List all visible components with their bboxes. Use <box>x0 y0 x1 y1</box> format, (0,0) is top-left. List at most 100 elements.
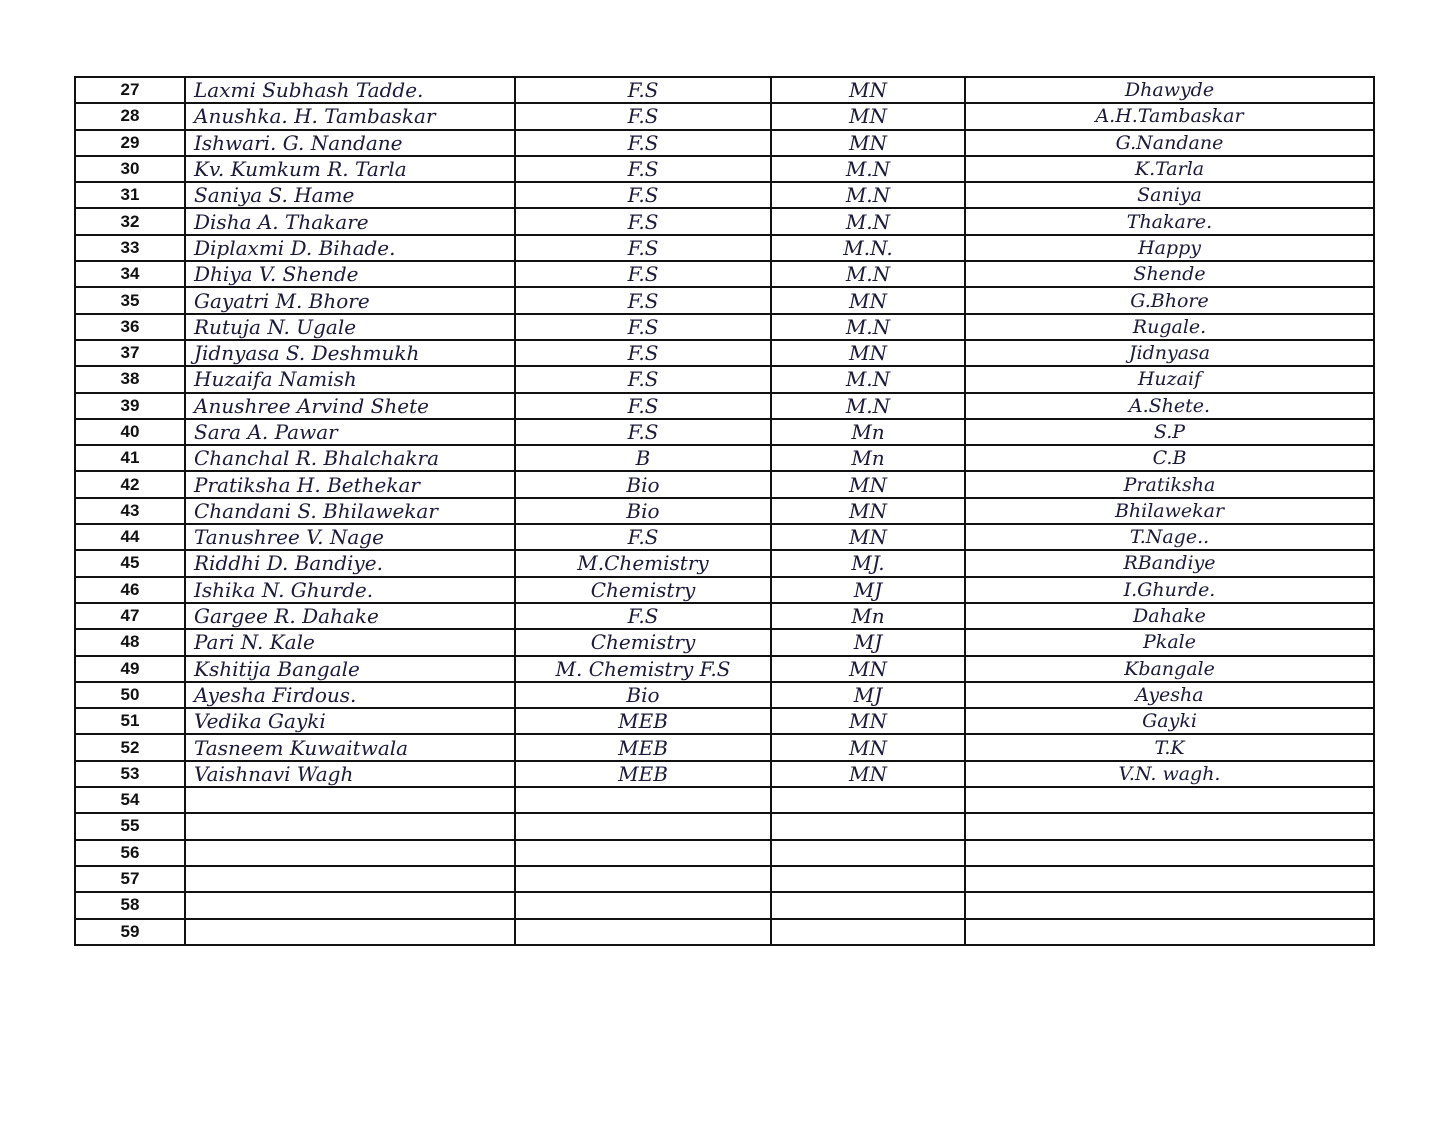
row-number: 37 <box>74 338 186 368</box>
table-row: 44 Tanushree V. Nage F.S MN T.Nage.. <box>74 523 1375 552</box>
table-row: 58 <box>74 891 1375 920</box>
class: MJ. <box>770 549 966 578</box>
student-name: Laxmi Subhash Tadde. <box>184 75 516 105</box>
class: MN <box>770 470 966 499</box>
student-name: Huzaifa Namish <box>184 365 516 394</box>
table-row: 43 Chandani S. Bhilawekar Bio MN Bhilawekar <box>74 496 1375 526</box>
table-row: 57 <box>74 864 1375 894</box>
row-number: 40 <box>74 417 186 447</box>
student-name: Jidnyasa S. Deshmukh <box>184 338 516 368</box>
student-name: Gargee R. Dahake <box>184 601 516 631</box>
table-row: 55 <box>74 812 1375 841</box>
table-row: 47 Gargee R. Dahake F.S Mn Dahake <box>74 601 1375 631</box>
table-row: 30 Kv. Kumkum R. Tarla F.S M.N K.Tarla <box>74 154 1375 184</box>
class: Mn <box>770 444 966 473</box>
row-number: 38 <box>74 365 186 394</box>
student-name: Rutuja N. Ugale <box>184 312 516 341</box>
class: M.N <box>770 207 966 236</box>
table-row: 27 Laxmi Subhash Tadde. F.S MN Dhawyde <box>74 75 1375 105</box>
row-number: 39 <box>74 391 186 420</box>
row-number: 44 <box>74 523 186 552</box>
subject: F.S <box>514 207 772 236</box>
signature: Gayki <box>964 707 1375 736</box>
subject: F.S <box>514 154 772 184</box>
subject: Chemistry <box>514 575 772 604</box>
row-number: 51 <box>74 707 186 736</box>
row-number: 29 <box>74 128 186 157</box>
class: Mn <box>770 417 966 447</box>
row-number: 49 <box>74 654 186 683</box>
class: M.N. <box>770 233 966 263</box>
row-number: 50 <box>74 680 186 710</box>
row-number: 46 <box>74 575 186 604</box>
table-row: 46 Ishika N. Ghurde. Chemistry MJ I.Ghurde. <box>74 575 1375 604</box>
table-row: 33 Diplaxmi D. Bihade. F.S M.N. Happy <box>74 233 1375 263</box>
student-name: Anushka. H. Tambaskar <box>184 102 516 131</box>
subject: F.S <box>514 260 772 289</box>
class: M.N <box>770 181 966 210</box>
signature: Pratiksha <box>964 470 1375 499</box>
signature <box>964 812 1375 841</box>
signature: S.P <box>964 417 1375 447</box>
table-row: 34 Dhiya V. Shende F.S M.N Shende <box>74 260 1375 289</box>
signature: G.Bhore <box>964 286 1375 315</box>
subject <box>514 812 772 841</box>
student-name <box>184 917 516 946</box>
class: M.N <box>770 154 966 184</box>
class: MJ <box>770 680 966 710</box>
student-name <box>184 864 516 894</box>
row-number: 53 <box>74 759 186 789</box>
signature: Kbangale <box>964 654 1375 683</box>
student-name: Ayesha Firdous. <box>184 680 516 710</box>
row-number: 54 <box>74 786 186 815</box>
class: MN <box>770 75 966 105</box>
signature: T.K <box>964 733 1375 762</box>
class: MN <box>770 733 966 762</box>
table-row: 49 Kshitija Bangale M. Chemistry F.S MN Kban… <box>74 654 1375 683</box>
class: MN <box>770 338 966 368</box>
row-number: 34 <box>74 260 186 289</box>
subject: F.S <box>514 312 772 341</box>
signature <box>964 864 1375 894</box>
signature: Thakare. <box>964 207 1375 236</box>
class <box>770 838 966 867</box>
row-number: 33 <box>74 233 186 263</box>
student-name: Vaishnavi Wagh <box>184 759 516 789</box>
subject <box>514 917 772 946</box>
class <box>770 917 966 946</box>
signature <box>964 917 1375 946</box>
student-name: Tanushree V. Nage <box>184 523 516 552</box>
table-row: 56 <box>74 838 1375 867</box>
class: MJ <box>770 575 966 604</box>
subject: F.S <box>514 181 772 210</box>
signature: RBandiye <box>964 549 1375 578</box>
class: M.N <box>770 260 966 289</box>
signature: A.H.Tambaskar <box>964 102 1375 131</box>
student-name <box>184 786 516 815</box>
row-number: 45 <box>74 549 186 578</box>
subject: F.S <box>514 102 772 131</box>
subject: Bio <box>514 496 772 526</box>
table-row: 52 Tasneem Kuwaitwala MEB MN T.K <box>74 733 1375 762</box>
row-number: 57 <box>74 864 186 894</box>
signature: G.Nandane <box>964 128 1375 157</box>
subject: F.S <box>514 417 772 447</box>
table-row: 53 Vaishnavi Wagh MEB MN V.N. wagh. <box>74 759 1375 789</box>
signature: Shende <box>964 260 1375 289</box>
row-number: 56 <box>74 838 186 867</box>
subject: MEB <box>514 759 772 789</box>
subject: F.S <box>514 128 772 157</box>
table-row: 40 Sara A. Pawar F.S Mn S.P <box>74 417 1375 447</box>
class: MN <box>770 759 966 789</box>
row-number: 59 <box>74 917 186 946</box>
table-row: 29 Ishwari. G. Nandane F.S MN G.Nandane <box>74 128 1375 157</box>
signature: Huzaif <box>964 365 1375 394</box>
student-name: Chanchal R. Bhalchakra <box>184 444 516 473</box>
attendance-table: 27 Laxmi Subhash Tadde. F.S MN Dhawyde 28 Anus… <box>74 75 1375 946</box>
subject: MEB <box>514 707 772 736</box>
signature: Bhilawekar <box>964 496 1375 526</box>
table-row: 54 <box>74 786 1375 815</box>
class: M.N <box>770 312 966 341</box>
student-name: Ishika N. Ghurde. <box>184 575 516 604</box>
